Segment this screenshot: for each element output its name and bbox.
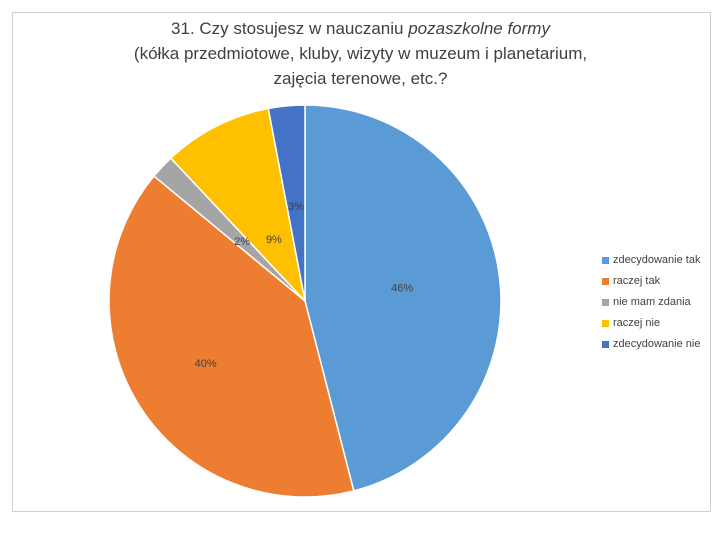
data-label-raczej-nie: 9% [266,234,282,246]
chart-legend: zdecydowanie tak raczej tak nie mam zdania… [602,250,700,355]
title-line-3: zajęcia terenowe, etc.? [273,69,448,88]
data-label-zdecydowanie-nie: 3% [288,201,304,213]
pie-slice-zdecydowanie-nie [267,104,306,302]
legend-item-raczej-nie: raczej nie [602,313,700,334]
legend-swatch [602,341,609,348]
legend-label: nie mam zdania [613,296,691,308]
legend-swatch [602,299,609,306]
legend-swatch [602,278,609,285]
legend-item-raczej-tak: raczej tak [602,271,700,292]
pie-slices [108,104,502,498]
pie-slice-raczej-tak [108,175,355,498]
title-emphasis: pozaszkolne formy [408,19,550,38]
legend-item-zdecydowanie-nie: zdecydowanie nie [602,334,700,355]
data-label-zdecydowanie-tak: 46% [391,283,413,295]
legend-label: zdecydowanie tak [613,254,701,266]
legend-item-zdecydowanie-tak: zdecydowanie tak [602,250,700,271]
pie-slice-zdecydowanie-tak [304,104,502,492]
legend-item-nie-mam-zdania: nie mam zdania [602,292,700,313]
pie-data-labels: 46% 40% 2% 9% 3% [195,201,414,370]
legend-label: raczej tak [613,275,661,287]
title-line-2: (kółka przedmiotowe, kluby, wizyty w muz… [133,44,588,63]
legend-swatch [602,257,609,264]
data-label-raczej-tak: 40% [195,358,217,370]
pie-slice-raczej-nie [169,107,307,304]
title-line-1: 31. Czy stosujesz w nauczaniu pozaszkoln… [12,16,709,41]
chart-title: 31. Czy stosujesz w nauczaniu pozaszkoln… [12,16,709,91]
legend-swatch [602,320,609,327]
legend-label: zdecydowanie nie [613,338,701,350]
legend-label: raczej nie [613,317,661,329]
data-label-nie-mam-zdania: 2% [234,236,250,248]
title-prefix: 31. Czy stosujesz w nauczaniu [171,19,409,38]
